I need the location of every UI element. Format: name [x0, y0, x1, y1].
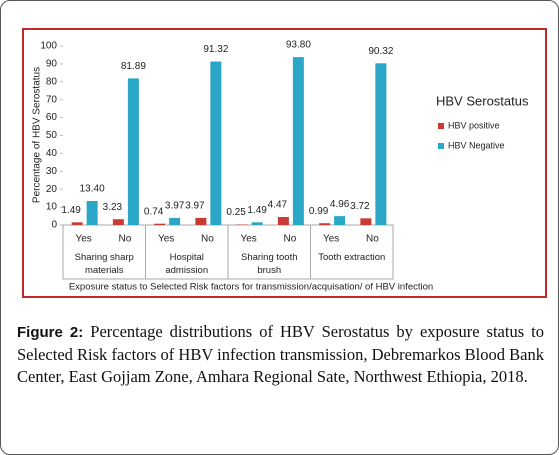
x-axis-title: Exposure status to Selected Risk factors…	[69, 282, 433, 293]
group-label: Sharing tooth brush	[240, 252, 298, 276]
caption-text: Percentage distributions of HBV Serostat…	[17, 322, 544, 386]
x-tick-label: Yes	[158, 234, 174, 245]
value-label: 91.32	[203, 44, 228, 55]
x-tick-label: No	[118, 234, 131, 245]
legend-swatch	[438, 123, 444, 129]
value-label: 81.89	[121, 61, 146, 72]
y-tick-label: 70	[46, 94, 58, 105]
value-label: 4.47	[268, 200, 288, 211]
y-tick-label: 40	[46, 148, 58, 159]
x-tick-label: Yes	[240, 234, 256, 245]
value-label: 13.40	[80, 184, 105, 195]
x-tick-label: No	[283, 234, 296, 245]
bar	[195, 217, 207, 225]
x-tick-label: No	[366, 234, 379, 245]
y-tick-label: 30	[46, 166, 58, 177]
group-label: Hospital admission	[165, 252, 209, 276]
y-axis-title: Percentage of HBV Serostatus	[32, 67, 43, 203]
y-tick-label: 10	[46, 202, 58, 213]
bar	[251, 222, 263, 225]
value-label: 3.23	[103, 202, 123, 213]
bar	[319, 223, 331, 225]
y-tick-label: 20	[46, 184, 58, 195]
bar	[127, 78, 139, 225]
value-label: 93.80	[286, 40, 311, 51]
legend-label: HBV positive	[448, 120, 500, 130]
value-label: 90.32	[368, 46, 393, 57]
bar	[360, 218, 372, 225]
bar	[375, 63, 387, 225]
legend-label: HBV Negative	[448, 140, 505, 150]
x-tick-label: Yes	[323, 234, 339, 245]
group-label: Sharing sharp materials	[74, 252, 134, 276]
value-label: 1.49	[61, 205, 81, 216]
bar	[277, 216, 289, 225]
x-tick-label: No	[201, 234, 214, 245]
value-label: 3.97	[185, 201, 205, 212]
y-tick-label: 90	[46, 59, 58, 70]
y-tick-label: 60	[46, 112, 58, 123]
caption: Figure 2: Percentage distributions of HB…	[17, 321, 544, 388]
value-label: 4.96	[330, 199, 350, 210]
y-tick-label: 100	[40, 41, 57, 52]
y-tick-label: 80	[46, 76, 58, 87]
caption-label: Figure 2:	[17, 324, 84, 341]
y-tick-label: 50	[46, 130, 58, 141]
value-label: 3.72	[350, 201, 370, 212]
bar	[71, 222, 83, 225]
value-label: 1.49	[247, 205, 267, 216]
bar	[86, 201, 98, 225]
value-label: 0.74	[144, 206, 164, 217]
legend-title: HBV Serostatus	[436, 93, 529, 108]
value-label: 3.97	[165, 201, 185, 212]
bar	[112, 219, 124, 225]
bar	[154, 223, 166, 225]
y-tick-label: 0	[51, 220, 57, 231]
bar	[334, 216, 346, 225]
legend-swatch	[438, 143, 444, 149]
x-tick-label: Yes	[75, 234, 91, 245]
group-label: Tooth extraction	[318, 252, 386, 263]
value-label: 0.99	[309, 206, 329, 217]
bar	[169, 217, 181, 225]
value-label: 0.25	[226, 207, 246, 218]
bar	[292, 57, 304, 226]
bar	[210, 61, 222, 225]
chart-frame	[22, 28, 547, 298]
